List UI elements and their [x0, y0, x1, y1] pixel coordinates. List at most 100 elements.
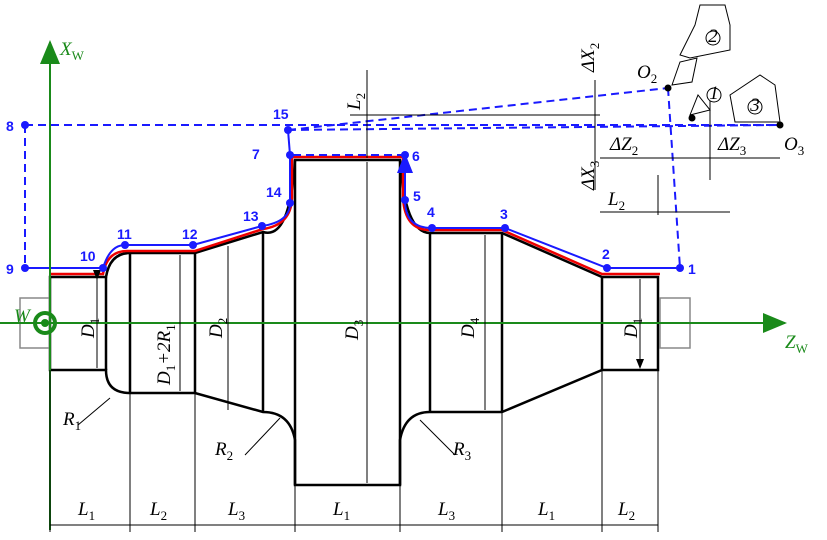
- tools: [671, 4, 781, 123]
- point-label: 1: [688, 261, 696, 277]
- length-label-sub: 1: [89, 508, 96, 523]
- length-label: L1: [537, 499, 555, 523]
- diameter-label-sub: 3: [351, 320, 366, 327]
- length-label: L2: [149, 499, 167, 523]
- tool-position-label: O3: [784, 134, 804, 158]
- offset-label-sub: 2: [619, 198, 626, 213]
- diameter-label-main: +2R: [154, 330, 175, 364]
- diameter-label-sub: 4: [467, 317, 482, 324]
- diameter-label: D3: [342, 320, 366, 341]
- dimension-lines: [49, 70, 780, 532]
- tool-point: [688, 114, 696, 122]
- tool-number-ring: [747, 99, 763, 115]
- offset-label: L2: [607, 189, 625, 213]
- length-label-main: L: [332, 499, 344, 520]
- offset-label-main: ΔZ: [609, 134, 632, 155]
- offset-label: ΔZ2: [609, 134, 638, 158]
- z-axis-label: ZW: [785, 332, 809, 356]
- tool-position-label-main: O: [637, 62, 651, 83]
- point-label: 14: [266, 184, 282, 200]
- diameter-label: D2: [206, 318, 230, 339]
- offset-label-sub: 3: [740, 143, 747, 158]
- offset-label-main: ΔZ: [717, 134, 740, 155]
- point-label: 9: [6, 261, 14, 277]
- diameter-label-main: D: [154, 371, 175, 386]
- offset-label-main: ΔX: [578, 166, 599, 191]
- path-point: [286, 199, 294, 207]
- radius-label-main: R: [214, 439, 227, 460]
- path-point: [286, 151, 294, 159]
- diameter-label: D1: [621, 318, 645, 339]
- tool-point: [776, 121, 784, 129]
- diameter-label-main: D: [458, 324, 479, 339]
- offset-label: ΔX3: [578, 161, 602, 191]
- path-point: [501, 224, 509, 232]
- diameter-label-main: D: [78, 324, 99, 339]
- diameter-label: D1+2R1: [154, 324, 178, 386]
- diameter-label-main: D: [206, 324, 227, 339]
- radius-label-main: R: [452, 439, 465, 460]
- z-axis-label-main: Z: [785, 332, 796, 353]
- offset-label-sub: 2: [632, 143, 639, 158]
- diameter-label-sub: 1: [163, 365, 178, 372]
- length-label-main: L: [537, 499, 549, 520]
- diameter-label-sub: 1: [630, 318, 645, 325]
- tool-number-ring: [705, 30, 721, 46]
- length-label: L3: [437, 499, 455, 523]
- x-axis-label-main: X: [59, 39, 73, 60]
- point-label: 3: [500, 206, 508, 222]
- path-point: [603, 264, 611, 272]
- length-label-main: L: [227, 499, 239, 520]
- point-label: 8: [6, 118, 14, 134]
- path-point: [258, 222, 266, 230]
- point-label: 2: [602, 246, 610, 262]
- length-label: L1: [77, 499, 95, 523]
- length-label-main: L: [77, 499, 89, 520]
- finish-contour: [50, 155, 660, 276]
- length-label: L1: [332, 499, 350, 523]
- path-point: [401, 196, 409, 204]
- offset-label-sub: 2: [587, 43, 602, 50]
- origin-label: W: [14, 306, 32, 327]
- length-label-sub: 3: [239, 508, 246, 523]
- radius-label-sub: 3: [465, 448, 472, 463]
- tool-point: [664, 84, 672, 92]
- radius-label: R2: [214, 439, 233, 463]
- path-point: [99, 264, 107, 272]
- path-point: [428, 224, 436, 232]
- diameter-label-sub: 1: [163, 324, 178, 331]
- path-point: [676, 264, 684, 272]
- path-point: [21, 264, 29, 272]
- path-point: [21, 121, 29, 129]
- diameter-label-sub: 1: [87, 318, 102, 325]
- origin-label-main: W: [14, 306, 32, 327]
- point-label: 6: [412, 148, 420, 164]
- point-label: 15: [273, 106, 289, 122]
- tool-position-label-sub: 2: [651, 71, 658, 86]
- length-label-main: L: [437, 499, 449, 520]
- x-axis-label: XW: [59, 39, 85, 63]
- point-label: 5: [413, 188, 421, 204]
- radius-label-main: R: [62, 409, 75, 430]
- length-label-sub: 1: [549, 508, 556, 523]
- path-point: [121, 241, 129, 249]
- path-point: [284, 126, 292, 134]
- tool-position-label: O2: [637, 62, 657, 86]
- offset-label-main: L: [344, 99, 365, 111]
- point-label: 7: [252, 146, 260, 162]
- offset-label-main: L: [607, 189, 619, 210]
- diameter-label: D1: [78, 318, 102, 339]
- tool-position-label-sub: 3: [798, 143, 805, 158]
- diameter-label-sub: 2: [215, 318, 230, 325]
- radius-label: R1: [62, 409, 81, 433]
- offset-label-main: ΔX: [578, 48, 599, 73]
- path-point: [189, 241, 197, 249]
- radius-label: R3: [452, 439, 471, 463]
- point-label: 12: [182, 226, 198, 242]
- path-point: [401, 151, 409, 159]
- point-label: 10: [80, 248, 96, 264]
- diameter-label-main: D: [342, 326, 363, 341]
- point-label: 13: [243, 208, 259, 224]
